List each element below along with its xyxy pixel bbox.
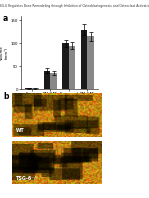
Bar bbox=[87, 36, 94, 89]
Bar bbox=[25, 88, 32, 89]
Bar bbox=[69, 46, 75, 89]
Bar bbox=[81, 30, 87, 89]
Text: a: a bbox=[3, 14, 8, 23]
Bar bbox=[50, 73, 57, 89]
Y-axis label: Volume
(mm³): Volume (mm³) bbox=[0, 45, 8, 60]
Bar bbox=[44, 71, 50, 89]
Text: TSG-6 Regulates Bone Remodeling through Inhibition of Osteoblastogenesis and Ost: TSG-6 Regulates Bone Remodeling through … bbox=[0, 4, 149, 9]
Bar bbox=[32, 88, 39, 89]
Text: b: b bbox=[3, 92, 8, 101]
Bar bbox=[62, 43, 69, 89]
Text: TSG-6⁻/⁻: TSG-6⁻/⁻ bbox=[15, 176, 39, 181]
Text: WT: WT bbox=[15, 128, 24, 133]
Text: PDF: PDF bbox=[111, 48, 139, 61]
